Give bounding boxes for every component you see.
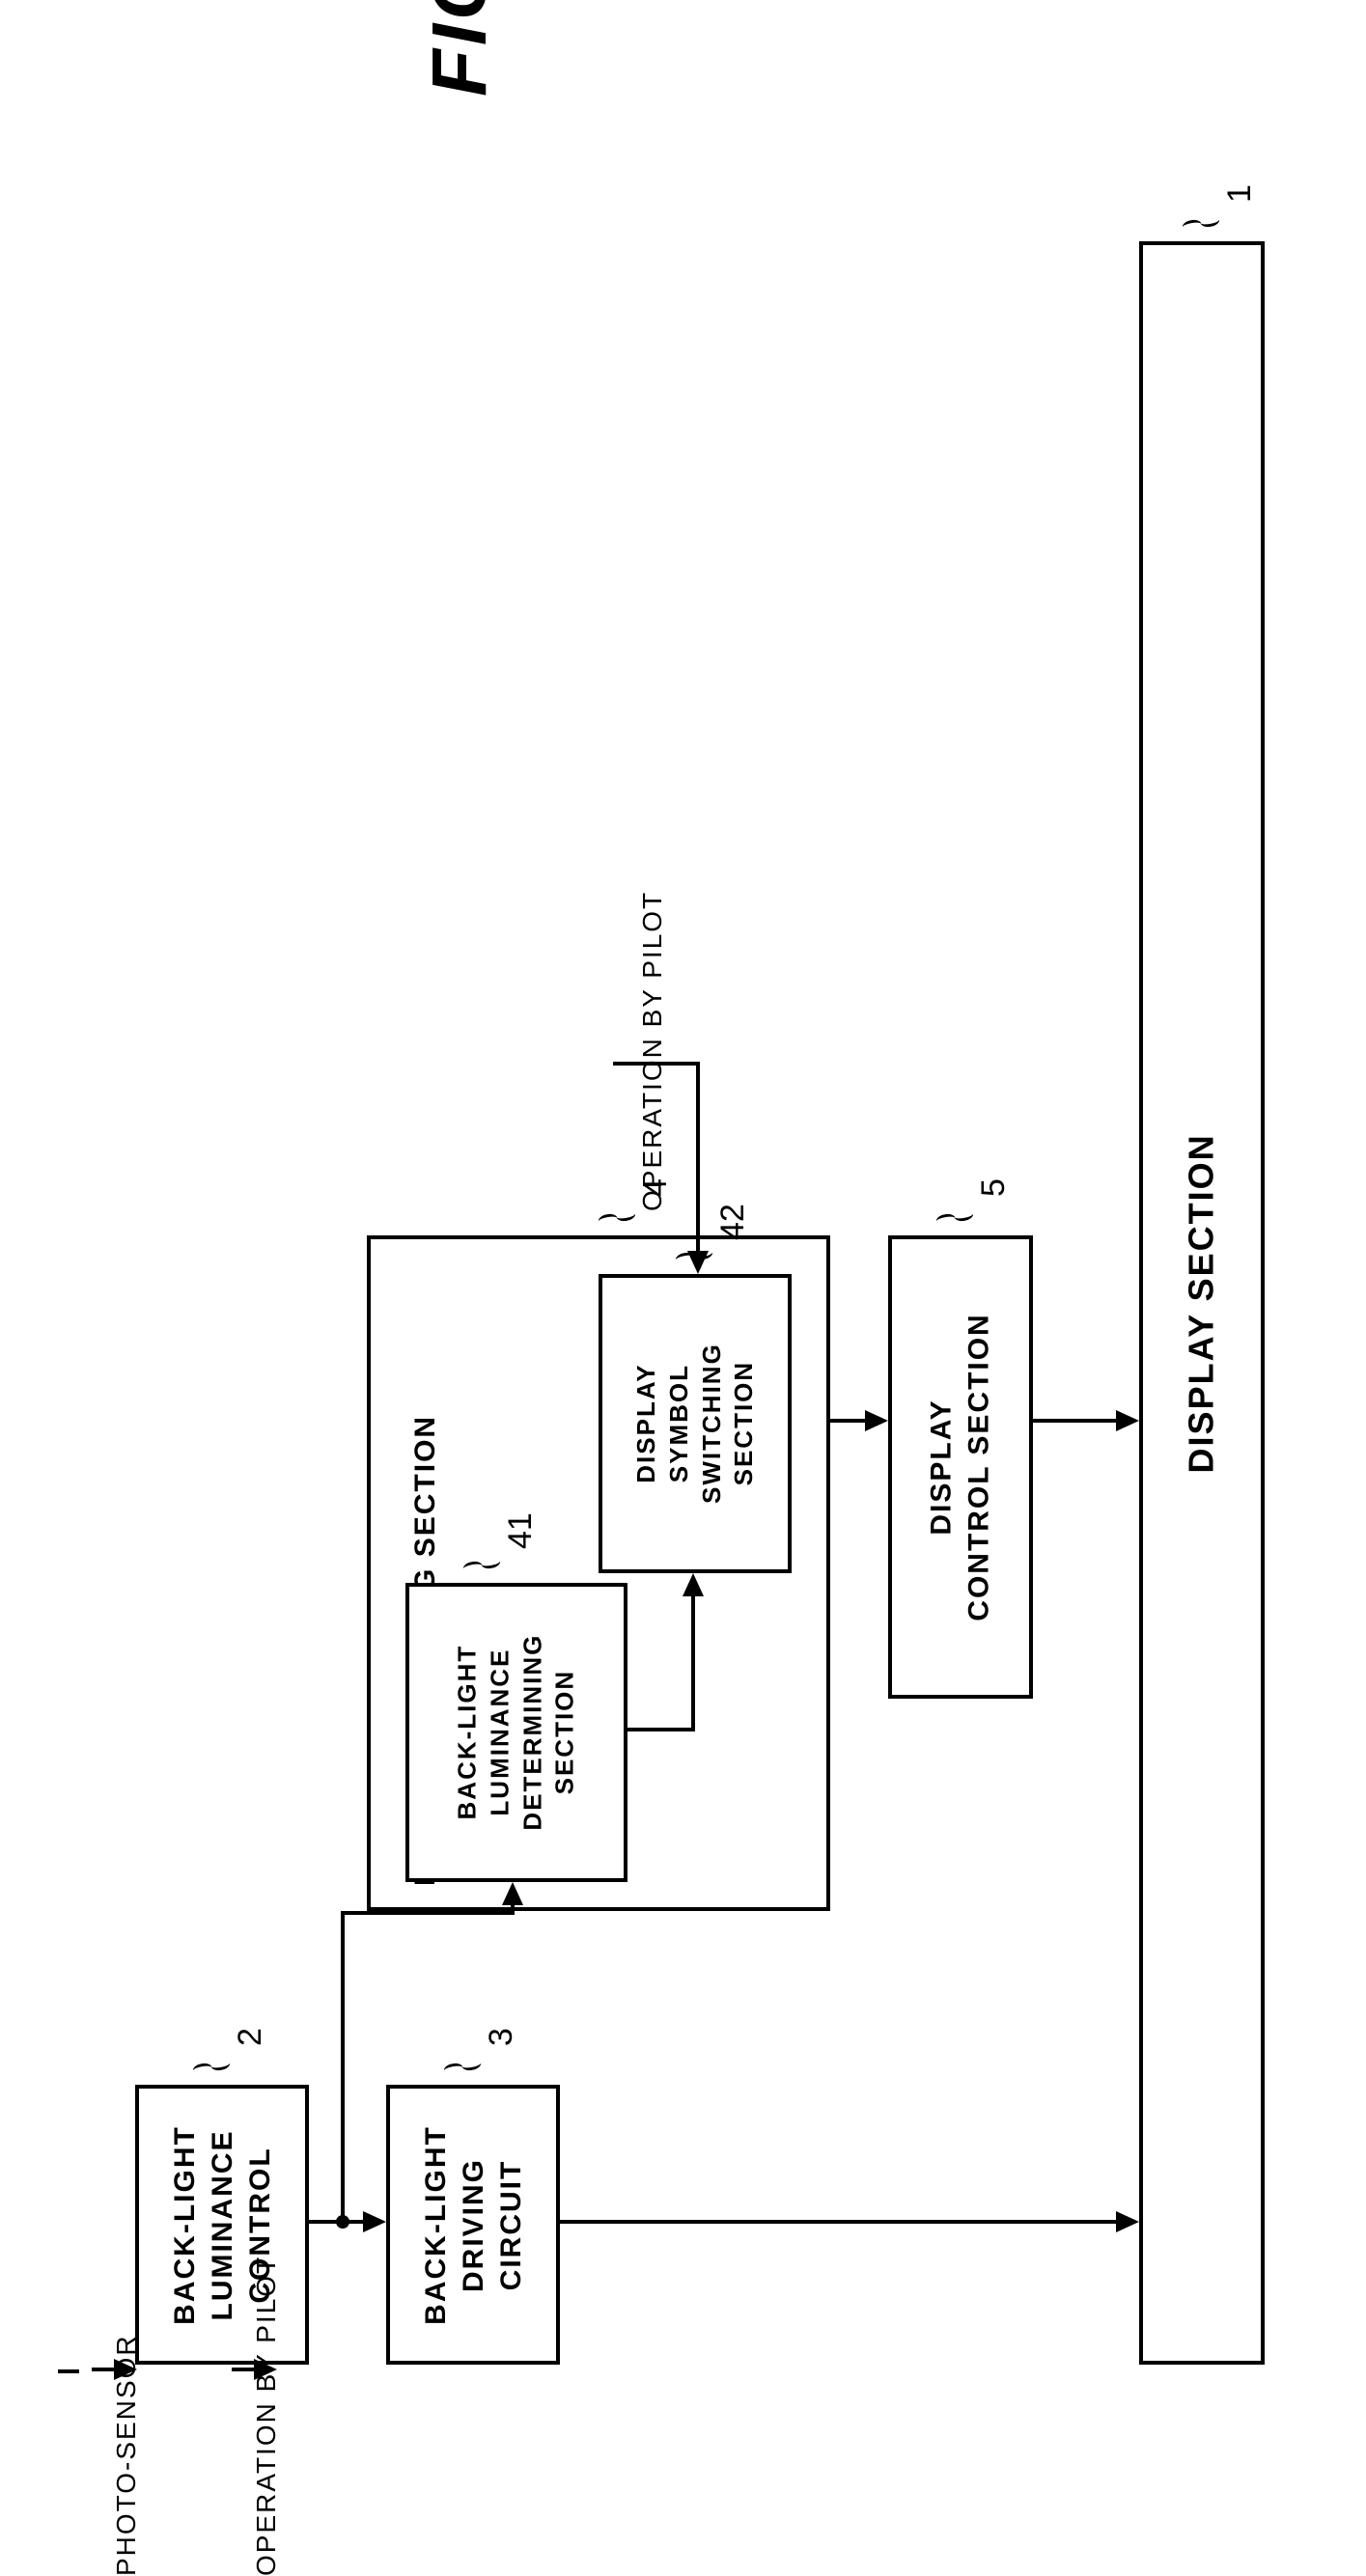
c4142-head	[683, 1573, 704, 1596]
c4142-v	[691, 1581, 695, 1731]
arrow-op-pilot-left-head	[254, 2359, 277, 2380]
block-backlight-driving-circuit: BACK-LIGHT DRIVING CIRCUIT	[386, 2085, 560, 2365]
arrow-5-1-head	[1116, 1410, 1139, 1431]
figure-page: FIG. 1 BACK-LIGHT LUMINANCE CONTROL 2 BA…	[0, 0, 1366, 2576]
arrow-3-1-head	[1116, 2211, 1139, 2232]
block-display-section: DISPLAY SECTION	[1139, 241, 1265, 2365]
ref-2: 2	[232, 2028, 269, 2046]
ref-41: 41	[502, 1512, 540, 1549]
arrow-4-5-line	[830, 1419, 869, 1423]
leader-3	[444, 2056, 483, 2075]
block-backlight-luminance-determining-label: BACK-LIGHT LUMINANCE DETERMINING SECTION	[451, 1634, 581, 1831]
ref-5: 5	[975, 1178, 1013, 1197]
block-display-symbol-switching: DISPLAY SYMBOL SWITCHING SECTION	[599, 1274, 792, 1573]
branch-2to41-head	[502, 1882, 523, 1905]
arrow-photosensor-head	[114, 2359, 137, 2380]
arrow-5-1-line	[1033, 1419, 1120, 1423]
conn-photosensor	[58, 2369, 79, 2373]
ref-3: 3	[483, 2028, 520, 2046]
figure-title: FIG. 1	[415, 0, 504, 97]
c4142-h	[627, 1728, 695, 1731]
branch-2to41-v1	[341, 1911, 345, 2220]
leader-1	[1183, 212, 1221, 232]
block-display-symbol-switching-label: DISPLAY SYMBOL SWITCHING SECTION	[629, 1343, 760, 1505]
block-display-control-section: DISPLAY CONTROL SECTION	[888, 1235, 1033, 1699]
leader-41	[463, 1554, 502, 1573]
leader-2	[193, 2056, 232, 2075]
label-op-by-pilot-left: OPERATION BY PILOT	[251, 2256, 282, 2576]
oppb2-v	[696, 1062, 700, 1255]
block-display-section-label: DISPLAY SECTION	[1180, 1133, 1225, 1473]
arrow-2-3-head	[363, 2211, 386, 2232]
leader-5	[936, 1206, 975, 1226]
block-display-control-section-label: DISPLAY CONTROL SECTION	[923, 1313, 998, 1620]
branch-2to41-h	[341, 1911, 515, 1915]
oppb2-head	[687, 1251, 709, 1274]
arrow-3-1-line	[560, 2220, 1120, 2224]
ref-1: 1	[1221, 184, 1259, 203]
arrow-4-5-head	[865, 1410, 888, 1431]
label-op-by-pilot-bottom2: OPERATION BY PILOT	[637, 891, 668, 1211]
block-backlight-luminance-determining: BACK-LIGHT LUMINANCE DETERMINING SECTION	[405, 1583, 627, 1882]
leader-4	[599, 1206, 637, 1226]
ref-42: 42	[714, 1204, 752, 1240]
block-backlight-driving-circuit-label: BACK-LIGHT DRIVING CIRCUIT	[417, 2125, 530, 2325]
block-backlight-luminance-control: BACK-LIGHT LUMINANCE CONTROL	[135, 2085, 309, 2365]
oppb2-h	[613, 1062, 700, 1066]
